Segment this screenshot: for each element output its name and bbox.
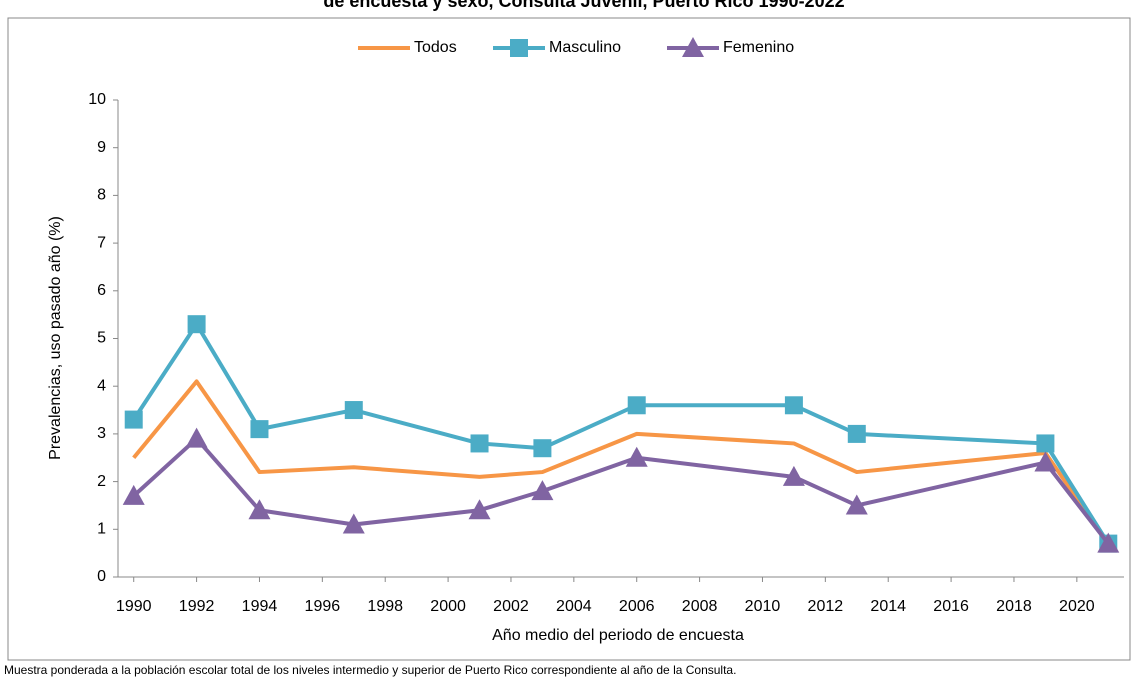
marker [531,480,554,501]
marker [468,499,491,520]
series-line [132,322,1110,545]
y-tick-label: 10 [88,91,106,108]
x-tick-label: 2018 [996,598,1032,615]
x-tick-label: 2012 [808,598,844,615]
marker [122,484,145,505]
x-tick-label: 1992 [179,598,215,615]
y-tick-label: 6 [97,282,106,299]
marker [847,424,866,443]
marker [533,439,552,458]
x-tick-label: 1996 [305,598,341,615]
legend-marker [510,39,528,57]
y-tick-label: 9 [97,139,106,156]
series-line [132,379,1110,545]
marker [1097,532,1120,553]
marker [185,427,208,448]
chart-title: de encuesta y sexo, Consulta Juvenil, Pu… [323,0,844,11]
marker [124,410,143,429]
marker [627,396,646,415]
x-tick-label: 2004 [556,598,592,615]
legend-label: Todos [414,39,457,56]
x-tick-label: 2008 [682,598,718,615]
x-tick-label: 2016 [933,598,969,615]
x-axis-label: Año medio del periodo de encuesta [492,627,744,644]
x-tick-label: 2014 [870,598,906,615]
footnote: Muestra ponderada a la población escolar… [4,663,736,677]
marker [625,446,648,467]
marker [845,494,868,515]
y-tick-label: 1 [97,521,106,538]
marker [187,315,206,334]
chart-border [7,17,1131,661]
marker [1034,451,1057,472]
marker [250,420,269,439]
x-tick-label: 2020 [1059,598,1095,615]
marker [248,499,271,520]
y-tick-label: 7 [97,234,106,251]
x-tick-label: 1994 [242,598,278,615]
legend-marker [682,37,704,57]
x-tick-label: 1990 [116,598,152,615]
y-tick-label: 5 [97,330,106,347]
marker [1036,434,1055,453]
y-tick-label: 0 [97,568,106,585]
series-line [132,436,1110,545]
legend-label: Femenino [723,39,794,56]
marker [470,434,489,453]
marker [784,396,803,415]
x-tick-label: 2000 [430,598,466,615]
legend-label: Masculino [549,39,621,56]
y-tick-label: 4 [97,377,106,394]
x-tick-label: 2010 [745,598,781,615]
y-tick-label: 3 [97,425,106,442]
y-axis-label: Prevalencias, uso pasado año (%) [47,216,64,460]
marker [344,401,363,420]
x-tick-label: 2006 [619,598,655,615]
y-tick-label: 8 [97,187,106,204]
x-tick-label: 1998 [367,598,403,615]
marker [342,513,365,534]
marker [782,465,805,486]
y-tick-label: 2 [97,473,106,490]
x-tick-label: 2002 [493,598,529,615]
